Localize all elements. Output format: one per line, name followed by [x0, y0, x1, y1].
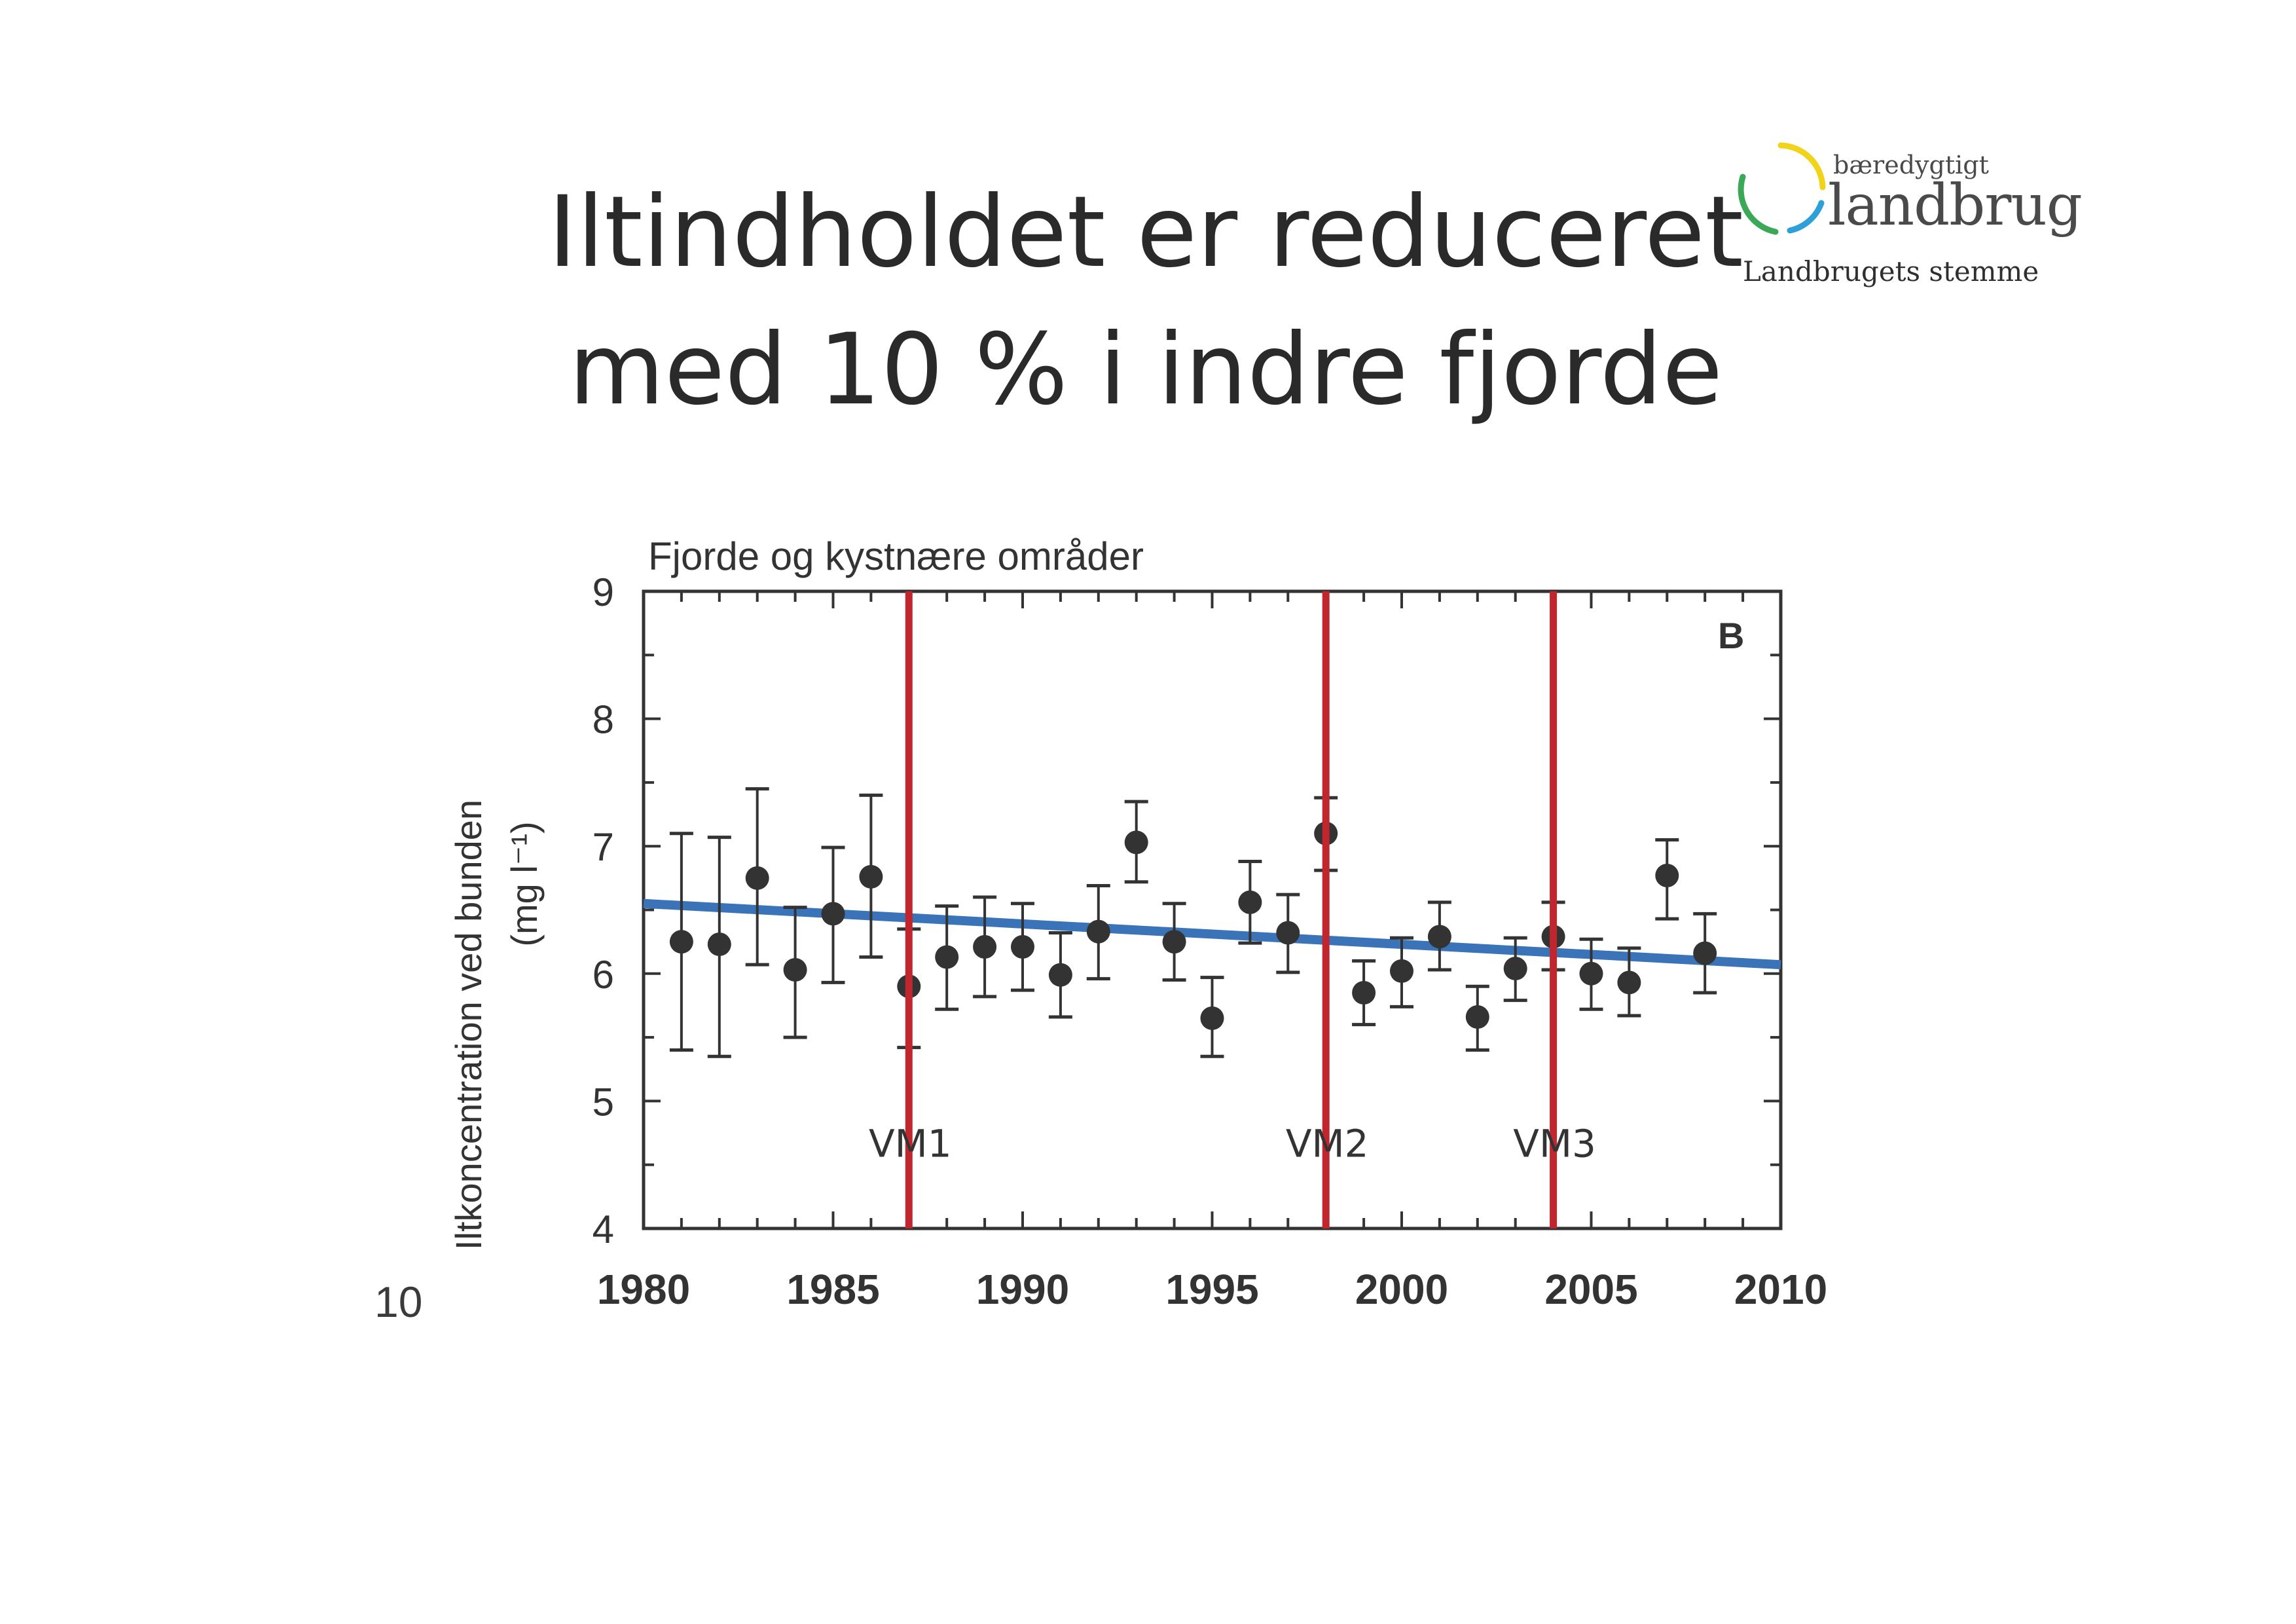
chart-panel-label: B: [1718, 615, 1744, 656]
y-tick-label: 8: [592, 698, 614, 742]
logo-big-text: landbrug: [1828, 173, 2083, 238]
x-tick-label: 1985: [786, 1266, 879, 1313]
x-tick-label: 2005: [1544, 1266, 1637, 1313]
data-point: [1238, 890, 1262, 914]
y-tick-label: 5: [592, 1080, 614, 1124]
vertical-marker-label: VM1: [869, 1121, 952, 1166]
y-tick-label: 9: [592, 570, 614, 614]
x-tick-label: 2010: [1734, 1266, 1827, 1313]
x-tick-label: 2000: [1355, 1266, 1448, 1313]
y-tick-label: 6: [592, 953, 614, 997]
x-tick-label: 1990: [976, 1266, 1069, 1313]
data-point: [1655, 863, 1679, 887]
y-tick-label: 4: [592, 1208, 614, 1251]
data-point: [1048, 963, 1072, 987]
data-point: [821, 902, 845, 926]
slide-title: Iltindholdet er reduceret med 10 % i ind…: [458, 164, 1833, 439]
data-point: [1693, 941, 1717, 965]
data-point: [1124, 830, 1148, 855]
data-point: [669, 930, 693, 954]
chart-y-axis-label: Iltkoncentration ved bunden: [448, 800, 489, 1250]
data-point: [859, 864, 883, 889]
vertical-marker-label: VM3: [1513, 1121, 1596, 1166]
data-point: [707, 932, 731, 957]
slide-title-line2: med 10 % i indre fjorde: [568, 313, 1723, 427]
trend-line: [643, 898, 1781, 970]
data-point: [745, 866, 769, 890]
logo-ring-icon: [1738, 142, 1826, 235]
x-tick-label: 1995: [1165, 1266, 1258, 1313]
data-point: [1503, 957, 1527, 981]
page-number: 10: [374, 1278, 423, 1326]
slide-title-line1: Iltindholdet er reduceret: [547, 175, 1743, 289]
data-point: [783, 957, 807, 982]
plot-layer: 1980 1985 1990 1995 2000 2005 2010 4 5 6 7 8 9 VM1 VM2…: [592, 570, 1828, 1313]
data-point: [1617, 970, 1641, 995]
data-point: [1465, 1005, 1489, 1029]
data-point: [1352, 980, 1376, 1005]
data-point: [1427, 925, 1451, 949]
data-point: [1200, 1006, 1224, 1030]
data-point: [1390, 959, 1413, 983]
chart-title: Fjorde og kystnære områder: [648, 534, 1144, 578]
logo-tagline: Landbrugets stemme: [1743, 255, 2039, 287]
data-point: [1086, 919, 1110, 944]
data-point: [1162, 930, 1186, 954]
baeredygtigt-landbrug-logo: bæredygtigt landbrug Landbrugets stemme: [1715, 131, 2083, 301]
logo-small-text: bæredygtigt: [1833, 151, 1989, 179]
data-point: [1579, 961, 1603, 986]
data-point: [973, 934, 997, 959]
chart-y-axis-units: (mg l⁻¹): [503, 821, 545, 946]
vertical-marker-label: VM2: [1286, 1121, 1369, 1166]
x-tick-label: 1980: [597, 1266, 690, 1313]
data-point: [1011, 934, 1034, 959]
data-point: [1276, 921, 1300, 945]
y-tick-label: 7: [592, 825, 614, 869]
data-point: [935, 945, 959, 969]
